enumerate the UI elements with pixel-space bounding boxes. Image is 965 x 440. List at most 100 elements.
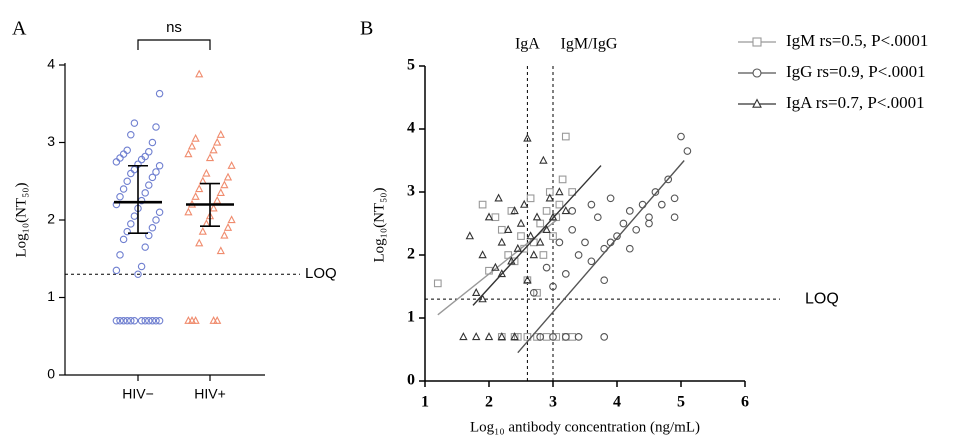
point (568, 225, 577, 234)
x-tick-label: 5 (677, 394, 685, 411)
point (184, 149, 193, 158)
point (119, 235, 128, 244)
point (510, 257, 519, 266)
point (155, 208, 164, 217)
point (519, 199, 529, 208)
point (561, 270, 570, 278)
point (494, 193, 503, 202)
point (152, 216, 160, 224)
point (568, 207, 577, 215)
point (491, 262, 500, 271)
point (145, 148, 153, 156)
point (187, 141, 197, 150)
point (155, 89, 164, 98)
point (507, 207, 516, 215)
point (555, 200, 564, 209)
point (625, 244, 634, 253)
point (517, 232, 525, 240)
y-tick-label: 4 (407, 120, 415, 137)
point (536, 333, 545, 341)
point (213, 137, 222, 146)
point (202, 168, 211, 177)
point (497, 269, 507, 278)
x-tick-label: 4 (613, 394, 621, 411)
point (220, 180, 229, 189)
y-tick-label: 0 (407, 372, 415, 389)
point (123, 177, 131, 186)
point (116, 251, 124, 259)
legend-marker (752, 68, 762, 78)
legend-marker (752, 98, 762, 108)
x-axis-label: Log₁₀ antibody concentration (ng/mL) (470, 419, 700, 435)
point (195, 238, 204, 247)
point (141, 189, 149, 197)
point (478, 250, 487, 259)
x-tick-label: 3 (549, 394, 557, 411)
legend-label: IgG rs=0.9, P<.0001 (786, 62, 926, 81)
y-tick-label: 1 (407, 309, 415, 326)
point (123, 146, 131, 155)
point (545, 193, 555, 202)
point (558, 175, 567, 184)
point (574, 251, 583, 259)
point (209, 145, 218, 154)
point (555, 187, 564, 196)
threshold-label: IgA (515, 36, 540, 53)
point (112, 158, 121, 166)
point (552, 333, 561, 341)
point (542, 207, 551, 215)
x-tick-label: HIV− (122, 386, 154, 402)
point (539, 155, 548, 164)
point (216, 130, 225, 138)
panel-label: A (12, 18, 27, 40)
y-tick-label: 4 (47, 56, 55, 72)
point (523, 275, 532, 284)
point (127, 131, 135, 139)
point (213, 316, 222, 324)
point (223, 223, 233, 231)
point (503, 224, 513, 233)
point (112, 266, 121, 275)
point (155, 162, 164, 170)
point (127, 169, 135, 178)
point (184, 207, 193, 216)
y-tick-label: 3 (407, 183, 415, 200)
point (657, 200, 666, 209)
point (130, 212, 139, 220)
point (112, 316, 121, 325)
point (568, 188, 577, 196)
panel-label: B (360, 18, 373, 40)
point (145, 231, 153, 240)
point (555, 238, 564, 247)
point (119, 185, 128, 193)
x-tick-label: HIV+ (194, 386, 226, 402)
legend-label: IgM rs=0.5, P<.0001 (786, 31, 928, 50)
point (526, 231, 535, 240)
point (574, 333, 583, 341)
point (127, 220, 135, 228)
point (561, 333, 570, 341)
point (549, 232, 557, 240)
point (683, 147, 692, 155)
point (542, 263, 551, 272)
significance-label: ns (166, 19, 182, 36)
point (561, 132, 570, 141)
x-tick-label: 6 (741, 394, 749, 411)
point (526, 194, 535, 203)
point (533, 288, 541, 297)
fit-line (517, 160, 685, 354)
point (191, 192, 200, 200)
point (625, 207, 634, 215)
point (119, 316, 128, 325)
point (510, 206, 519, 215)
point (223, 172, 233, 181)
point (116, 154, 124, 162)
y-tick-label: 5 (407, 57, 415, 74)
point (561, 206, 571, 215)
legend-label: IgA rs=0.7, P<.0001 (786, 93, 925, 112)
fit-line (472, 165, 602, 306)
point (141, 316, 149, 325)
point (127, 316, 135, 325)
point (539, 251, 548, 259)
